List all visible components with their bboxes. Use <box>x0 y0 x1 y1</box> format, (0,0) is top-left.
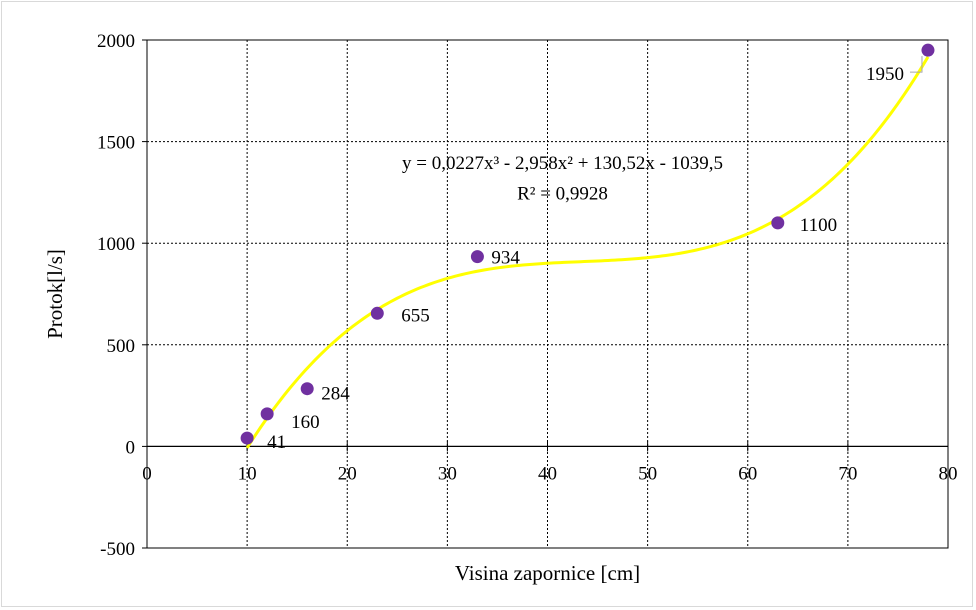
y-tick-label: -500 <box>100 539 135 560</box>
x-tick-label: 20 <box>338 463 357 484</box>
y-axis: -500 0 500 1000 1500 2000 <box>97 31 147 560</box>
x-tick-label: 10 <box>238 463 257 484</box>
gridlines <box>147 40 948 548</box>
y-tick-label: 1000 <box>97 234 135 255</box>
y-tick-label: 500 <box>107 336 136 357</box>
data-points <box>240 43 935 445</box>
x-tick-label: 70 <box>838 463 857 484</box>
y-tick-label: 1500 <box>97 133 135 154</box>
data-label: 160 <box>291 412 320 433</box>
x-axis: 0 10 20 30 40 50 60 70 80 <box>142 441 958 484</box>
x-tick-label: 60 <box>738 463 757 484</box>
trendline-r-squared: R² = 0,9928 <box>517 183 608 204</box>
y-tick-label: 0 <box>126 437 136 458</box>
data-label: 655 <box>401 305 430 326</box>
data-label: 41 <box>267 432 286 453</box>
data-point <box>300 382 314 396</box>
data-point <box>240 431 254 445</box>
data-label-leader <box>909 56 923 73</box>
data-point <box>771 216 785 230</box>
y-axis-title: Protok[l/s] <box>43 249 67 339</box>
trendline-equation: y = 0,0227x³ - 2,958x² + 130,52x - 1039,… <box>402 153 723 174</box>
x-tick-label: 40 <box>538 463 557 484</box>
x-tick-label: 30 <box>438 463 457 484</box>
data-point <box>470 250 484 264</box>
data-point <box>921 43 935 57</box>
data-label: 934 <box>491 248 520 269</box>
x-tick-label: 80 <box>939 463 958 484</box>
x-tick-label: 0 <box>142 463 152 484</box>
trendline <box>245 56 930 449</box>
data-label: 1100 <box>800 215 837 236</box>
plot-area: 0 10 20 30 40 50 60 70 80 -500 0 500 1000 1500 2000 4… <box>97 31 958 560</box>
x-axis-title: Visina zapornice [cm] <box>455 561 640 585</box>
data-point <box>260 407 274 421</box>
y-tick-label: 2000 <box>97 31 135 52</box>
data-label: 284 <box>321 384 350 405</box>
data-label: 1950 <box>866 64 904 85</box>
x-tick-label: 50 <box>638 463 657 484</box>
data-point <box>370 306 384 320</box>
